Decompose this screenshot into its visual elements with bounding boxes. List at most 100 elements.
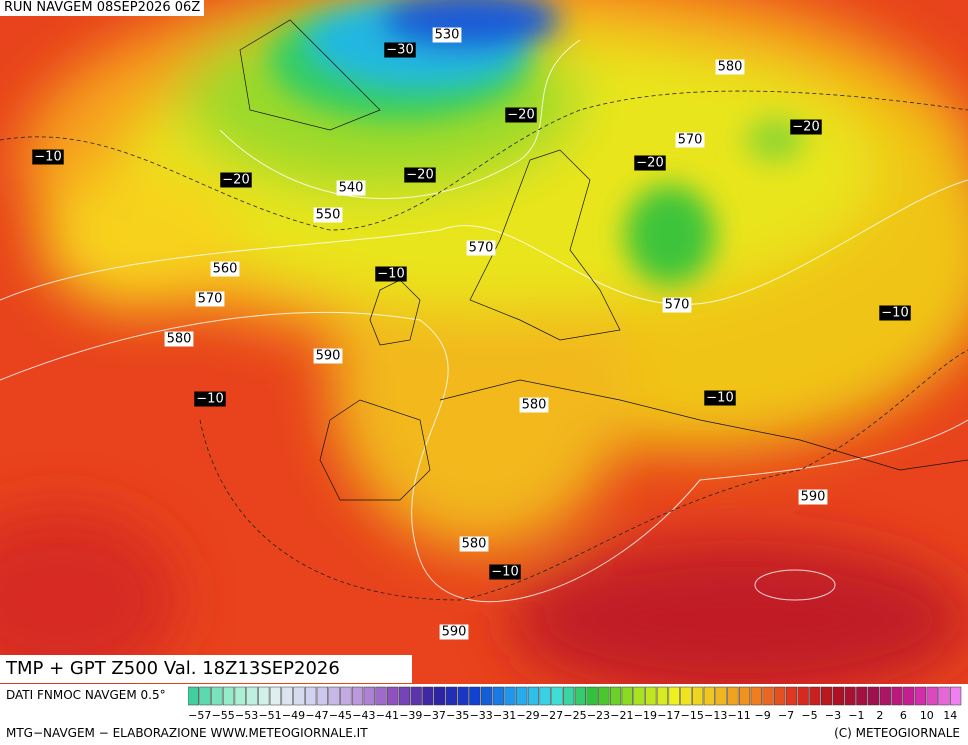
temperature-label: −10 <box>34 150 61 165</box>
temperature-label-box <box>489 564 521 580</box>
legend-swatch <box>938 686 950 706</box>
legend-swatch <box>492 686 504 706</box>
height-label: 570 <box>678 133 703 148</box>
legend-label: −9 <box>755 709 771 722</box>
legend-swatch <box>539 686 551 706</box>
height-label-box <box>195 291 225 307</box>
legend-swatch <box>774 686 786 706</box>
temperature-label: −30 <box>386 43 413 58</box>
legend-swatch <box>457 686 469 706</box>
legend-swatch <box>222 686 235 706</box>
legend-label: 10 <box>920 709 934 722</box>
legend-swatch <box>410 686 422 706</box>
legend-swatch <box>574 686 586 706</box>
temperature-label-box <box>634 155 666 171</box>
legend-label: −53 <box>235 709 258 722</box>
legend-label: −47 <box>305 709 328 722</box>
source-label: DATI FNMOC NAVGEM 0.5° <box>6 688 166 702</box>
legend-label: −17 <box>657 709 680 722</box>
legend-swatch <box>211 686 223 706</box>
legend-swatch <box>504 686 516 706</box>
legend-swatch <box>785 686 798 706</box>
legend-swatch <box>703 686 715 706</box>
temperature-label: −20 <box>406 168 433 183</box>
legend-label: −49 <box>282 709 305 722</box>
legend-swatch <box>797 686 809 706</box>
legend-swatch <box>363 686 375 706</box>
height-label-box <box>715 59 745 75</box>
legend-label: −11 <box>728 709 751 722</box>
temperature-label: −10 <box>196 392 223 407</box>
legend-label: −37 <box>423 709 446 722</box>
legend-swatch <box>680 686 692 706</box>
legend-swatch <box>563 686 575 706</box>
legend-swatch <box>516 686 528 706</box>
legend-swatch <box>551 686 563 706</box>
temperature-label: −20 <box>507 108 534 123</box>
legend-swatch <box>598 686 610 706</box>
legend-label: −21 <box>610 709 633 722</box>
height-label-box <box>798 489 828 505</box>
legend-swatch <box>879 686 891 706</box>
height-label-box <box>466 240 496 256</box>
height-label-box <box>675 132 705 148</box>
temperature-label: −10 <box>881 306 908 321</box>
legend-swatch <box>188 686 199 706</box>
legend-label: −13 <box>704 709 727 722</box>
legend-swatch <box>856 686 868 706</box>
legend-swatch <box>422 686 434 706</box>
legend-swatch <box>914 686 927 706</box>
legend-label: 14 <box>943 709 957 722</box>
legend-swatch <box>609 686 622 706</box>
legend-swatch <box>269 686 282 706</box>
height-label-box <box>336 180 366 196</box>
legend-swatch <box>727 686 739 706</box>
legend-label: −29 <box>516 709 539 722</box>
temperature-label: −20 <box>792 120 819 135</box>
height-label-box <box>439 624 469 640</box>
legend-swatch <box>469 686 481 706</box>
temperature-label-box <box>220 172 252 188</box>
legend-label: −45 <box>329 709 352 722</box>
height-label: 570 <box>198 292 223 307</box>
temperature-label-box <box>505 107 537 123</box>
legend-swatch <box>199 686 211 706</box>
legend-label: −23 <box>587 709 610 722</box>
height-label: 590 <box>801 490 826 505</box>
height-label: 580 <box>522 398 547 413</box>
legend-swatch <box>903 686 915 706</box>
legend-swatch <box>950 686 962 706</box>
height-label-box <box>210 261 240 277</box>
color-legend: −57 −55 −53 −51 −49 −47 −45 −43 −41 −39 −37 −35 −33−… <box>188 686 962 722</box>
legend-swatch <box>821 686 833 706</box>
legend-label: −25 <box>563 709 586 722</box>
height-label: 590 <box>316 349 341 364</box>
temperature-label: −20 <box>636 156 663 171</box>
legend-swatch <box>832 686 844 706</box>
run-label: RUN NAVGEM 08SEP2026 06Z <box>0 0 205 16</box>
legend-swatch <box>246 686 258 706</box>
legend-label: −33 <box>470 709 493 722</box>
legend-swatch <box>715 686 727 706</box>
height-label: 540 <box>339 181 364 196</box>
temperature-label-box <box>404 167 436 183</box>
legend-label: −57 <box>188 709 211 722</box>
legend-label: −27 <box>540 709 563 722</box>
height-label: 580 <box>718 60 743 75</box>
legend-label: 2 <box>876 709 883 722</box>
legend-label: −35 <box>446 709 469 722</box>
legend-swatch <box>645 686 657 706</box>
legend-label: −39 <box>399 709 422 722</box>
height-label-box <box>662 297 692 313</box>
legend-swatch <box>387 686 399 706</box>
legend-swatch <box>281 686 293 706</box>
legend-swatch <box>480 686 493 706</box>
legend-swatch <box>398 686 411 706</box>
legend-label: −3 <box>825 709 841 722</box>
legend-label: −43 <box>352 709 375 722</box>
legend-label: −19 <box>634 709 657 722</box>
legend-swatch <box>316 686 328 706</box>
legend-swatch <box>891 686 903 706</box>
legend-swatch <box>762 686 774 706</box>
legend-label: −31 <box>493 709 516 722</box>
